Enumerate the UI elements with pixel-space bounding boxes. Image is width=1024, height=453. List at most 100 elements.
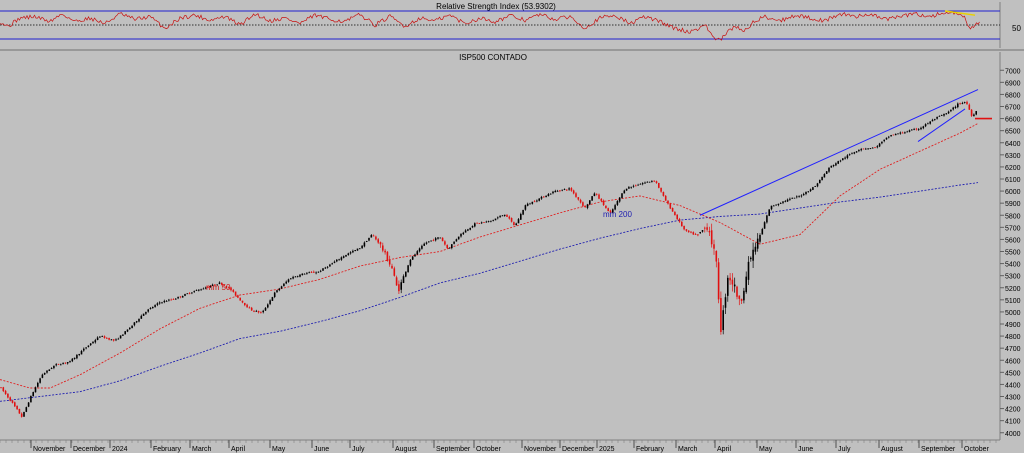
- y-tick-label: 6000: [1005, 189, 1021, 196]
- candle: [409, 258, 412, 267]
- candle: [582, 201, 584, 207]
- candle: [646, 181, 649, 183]
- candle: [961, 101, 964, 105]
- candle: [333, 260, 336, 264]
- candle: [407, 264, 409, 273]
- candle: [621, 192, 623, 199]
- candle: [713, 239, 715, 255]
- candle: [802, 192, 805, 196]
- candle: [618, 197, 621, 203]
- x-tick-label: November: [33, 446, 66, 453]
- candle: [462, 231, 465, 236]
- candle: [393, 266, 396, 277]
- candle: [260, 311, 262, 314]
- candle: [927, 122, 929, 125]
- candle: [814, 185, 816, 187]
- candle: [0, 387, 2, 389]
- candle: [639, 183, 642, 185]
- x-tick-label: August: [881, 446, 903, 453]
- candle: [60, 363, 62, 366]
- candle: [379, 241, 382, 248]
- candle: [568, 187, 570, 191]
- candle: [846, 154, 849, 160]
- candle: [83, 347, 85, 352]
- candle: [830, 165, 833, 168]
- candle: [851, 152, 853, 155]
- candle: [322, 267, 324, 271]
- candle: [430, 240, 432, 242]
- y-tick-label: 5600: [1005, 237, 1021, 244]
- y-tick-label: 6500: [1005, 129, 1021, 136]
- candle: [264, 306, 267, 311]
- candle: [825, 171, 828, 175]
- candle: [559, 190, 561, 193]
- candle: [540, 195, 543, 200]
- candle: [747, 256, 750, 286]
- candle: [434, 237, 437, 242]
- candle: [421, 244, 423, 250]
- x-tick-label: September: [921, 446, 956, 453]
- candle: [855, 150, 858, 153]
- candle: [945, 113, 948, 115]
- candle: [464, 229, 467, 233]
- candle: [211, 283, 214, 287]
- candle: [57, 363, 60, 365]
- candle: [253, 309, 255, 313]
- candle: [579, 198, 582, 204]
- x-tick-label: 2025: [599, 446, 615, 453]
- candle: [575, 192, 577, 198]
- candle: [524, 204, 527, 211]
- candle: [308, 271, 310, 274]
- candle: [605, 205, 607, 209]
- candle: [791, 197, 793, 199]
- x-tick-label: December: [73, 446, 106, 453]
- candle: [501, 214, 504, 217]
- candle: [586, 203, 589, 210]
- candle: [50, 367, 53, 370]
- candle: [897, 133, 899, 135]
- y-tick-label: 6300: [1005, 153, 1021, 160]
- candle: [973, 113, 975, 117]
- candle: [754, 242, 757, 255]
- candle: [538, 198, 540, 202]
- candle: [184, 293, 186, 297]
- candle: [934, 118, 936, 121]
- y-tick-label: 6200: [1005, 165, 1021, 172]
- candle: [4, 389, 7, 395]
- candle: [920, 126, 922, 131]
- candle: [756, 233, 759, 252]
- candle: [607, 207, 609, 212]
- candle: [901, 131, 904, 134]
- candle: [777, 203, 780, 207]
- candle: [724, 293, 727, 315]
- y-tick-label: 5200: [1005, 286, 1021, 293]
- candle: [237, 294, 239, 299]
- candle: [161, 301, 163, 304]
- x-tick-label: July: [838, 446, 851, 453]
- candle: [315, 271, 317, 275]
- candle: [743, 287, 745, 304]
- candle: [193, 290, 195, 293]
- candle: [444, 240, 446, 246]
- candle: [658, 182, 660, 189]
- candle: [276, 289, 278, 293]
- candle: [938, 115, 941, 117]
- candle: [572, 189, 575, 195]
- candle: [262, 309, 264, 314]
- rsi-title: Relative Strength Index (53.9302): [436, 2, 556, 11]
- candle: [138, 318, 140, 323]
- candle: [812, 186, 814, 191]
- candle: [402, 274, 405, 284]
- x-tick-label: May: [272, 446, 286, 453]
- candle: [929, 121, 931, 125]
- candle: [313, 270, 315, 273]
- y-tick-label: 4600: [1005, 358, 1021, 365]
- candle: [497, 216, 499, 220]
- candle: [720, 291, 722, 335]
- candle: [278, 287, 281, 292]
- candle: [354, 249, 356, 252]
- candle: [819, 179, 821, 184]
- candle: [637, 183, 639, 186]
- candle: [317, 271, 320, 273]
- candle: [87, 345, 90, 348]
